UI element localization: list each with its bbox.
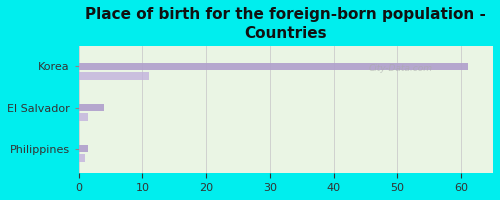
Bar [78,63,468,70]
Bar [78,145,88,152]
Text: City-Data.com: City-Data.com [369,64,433,73]
Bar [78,154,85,162]
Title: Place of birth for the foreign-born population -
Countries: Place of birth for the foreign-born popu… [86,7,486,41]
Bar [78,104,104,111]
Bar [78,72,149,80]
Bar [78,113,88,121]
